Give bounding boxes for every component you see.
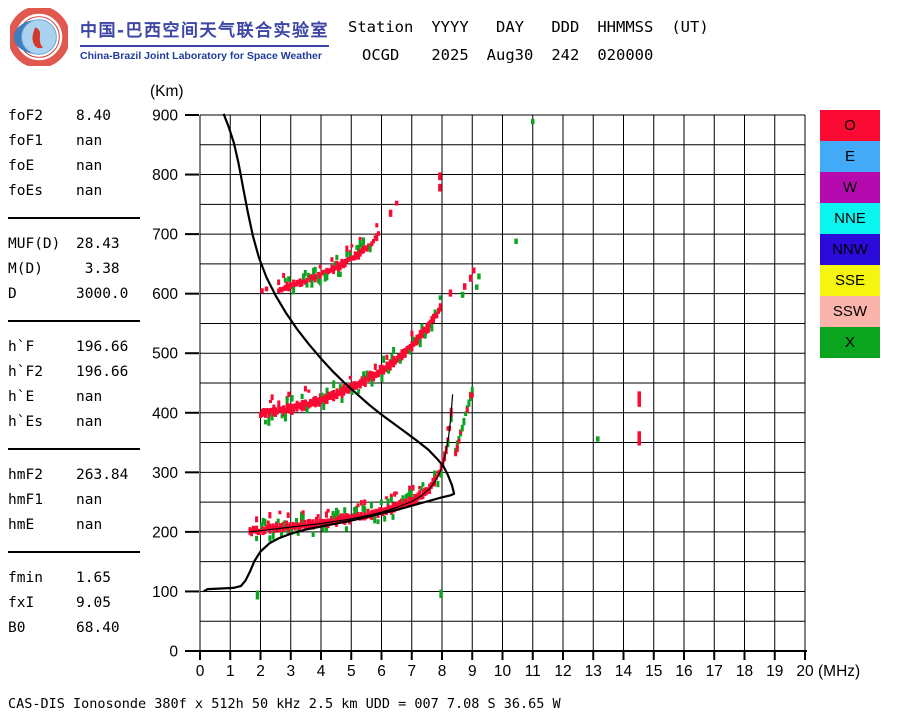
col-ddd: DDD	[551, 18, 580, 36]
station-info: Station YYYY DAY DDD HHMMSS (UT) OCGD 20…	[348, 18, 709, 64]
param-row-foes: foEs nan	[8, 183, 103, 199]
lab-title-zh: 中国-巴西空间天气联合实验室	[80, 21, 330, 41]
col-station: Station	[348, 18, 414, 36]
x-tick-label: 4	[317, 663, 326, 680]
legend-item-sse: SSE	[820, 265, 880, 296]
param-row-hmf1: hmF1 nan	[8, 492, 103, 508]
lab-title-en: China-Brazil Joint Laboratory for Space …	[80, 50, 322, 62]
param-row-fof1: foF1 nan	[8, 133, 103, 149]
x-tick-label: 7	[407, 663, 416, 680]
y-tick-label: 400	[152, 405, 178, 422]
sounder-settings-text: CAS-DIS Ionosonde 380f x 512h 50 kHz 2.5…	[8, 696, 561, 712]
y-tick-label: 700	[152, 227, 178, 244]
val-yyyy: 2025	[431, 46, 469, 64]
echo-band-F-trace-2hop-O	[259, 295, 442, 426]
param-group-muf: MUF(D) 28.43 M(D) 3.38 D 3000.0	[8, 217, 140, 320]
param-row-fof2: foF2 8.40	[8, 108, 111, 124]
col-ut: (UT)	[671, 18, 709, 36]
param-row-mufd: MUF(D) 28.43	[8, 236, 120, 252]
electron-density-profile	[203, 113, 456, 593]
x-tick-label: 12	[554, 663, 571, 680]
logo-divider	[80, 45, 330, 47]
echo-band-F-trace-1hop-X-branch	[454, 386, 474, 457]
x-tick-label: 2	[256, 663, 265, 680]
legend-item-nnw: NNW	[820, 234, 880, 265]
y-tick-label: 800	[152, 167, 178, 184]
x-tick-label: 5	[347, 663, 356, 680]
legend-item-x: X	[820, 327, 880, 358]
fitted-o-trace	[248, 394, 454, 533]
x-tick-label: 17	[706, 663, 723, 680]
val-hhmmss: 020000	[597, 46, 654, 64]
lab-emblem-icon	[10, 8, 68, 66]
col-day: DAY	[495, 18, 524, 36]
legend-item-nne: NNE	[820, 203, 880, 234]
val-day: Aug30	[486, 46, 534, 64]
isolated-o-echoes	[260, 172, 641, 446]
isolated-x-echoes	[255, 118, 600, 600]
x-tick-label: 15	[645, 663, 662, 680]
lab-logo: 中国-巴西空间天气联合实验室 China-Brazil Joint Labora…	[10, 8, 330, 66]
y-tick-label: 500	[152, 346, 178, 363]
param-row-hmf2: hmF2 263.84	[8, 467, 129, 483]
param-row-hme: hmE nan	[8, 517, 103, 533]
x-tick-label: 9	[468, 663, 477, 680]
echo-direction-legend: O E W NNE NNW SSE SSW X	[820, 110, 880, 358]
param-row-b0: B0 68.40	[8, 620, 120, 636]
axes: 0 1 2 3 4 5 6 7 8 9 10 11 12 13 14 15 16 17 18 19 20 (MHz)010…	[150, 83, 860, 680]
lab-titles: 中国-巴西空间天气联合实验室 China-Brazil Joint Labora…	[80, 8, 330, 62]
param-group-misc: fmin 1.65 fxI 9.05 B0 68.40	[8, 551, 140, 654]
val-ddd: 242	[551, 46, 580, 64]
param-row-d: D 3000.0	[8, 286, 129, 302]
x-tick-label: 10	[494, 663, 512, 680]
y-tick-label: 900	[152, 108, 178, 125]
legend-item-ssw: SSW	[820, 296, 880, 327]
param-row-hes: h`Es nan	[8, 414, 103, 430]
y-tick-label: 300	[152, 465, 178, 482]
param-row-fxi: fxI 9.05	[8, 595, 111, 611]
x-tick-label: 11	[525, 663, 541, 680]
x-tick-label: 1	[226, 663, 235, 680]
param-group-critical-frequencies: foF2 8.40 foF1 nan foE nan foEs nan	[8, 104, 140, 217]
param-row-he: h`E nan	[8, 389, 103, 405]
x-tick-label: 20	[796, 663, 814, 680]
x-tick-label: 8	[438, 663, 447, 680]
legend-item-o: O	[820, 110, 880, 141]
param-row-hf: h`F 196.66	[8, 339, 129, 355]
y-tick-label: 600	[152, 286, 178, 303]
x-tick-label: 19	[766, 663, 783, 680]
param-group-virtual-heights: h`F 196.66 h`F2 196.66 h`E nan h`Es nan	[8, 320, 140, 448]
x-tick-label: 6	[377, 663, 386, 680]
y-tick-label: 200	[152, 524, 178, 541]
y-axis-unit-label: (Km)	[150, 83, 184, 100]
param-row-fmin: fmin 1.65	[8, 570, 111, 586]
param-row-hf2: h`F2 196.66	[8, 364, 129, 380]
ionogram-parameters-panel: foF2 8.40 foF1 nan foE nan foEs nan MUF(D) 28…	[8, 104, 140, 654]
x-axis-unit-label: (MHz)	[818, 663, 860, 680]
x-tick-label: 3	[286, 663, 295, 680]
grid	[199, 114, 806, 652]
col-hhmmss: HHMMSS	[597, 18, 654, 36]
legend-item-w: W	[820, 172, 880, 203]
x-tick-label: 16	[675, 663, 692, 680]
param-group-peak-heights: hmF2 263.84 hmF1 nan hmE nan	[8, 448, 140, 551]
param-row-foe: foE nan	[8, 158, 103, 174]
x-tick-label: 13	[585, 663, 602, 680]
val-station: OCGD	[362, 46, 400, 64]
y-tick-label: 0	[169, 644, 178, 661]
x-tick-label: 0	[196, 663, 205, 680]
x-tick-label: 14	[615, 663, 633, 680]
param-row-md: M(D) 3.38	[8, 261, 120, 277]
echo-band-upper-multiple-trace	[277, 223, 380, 295]
x-tick-label: 18	[736, 663, 753, 680]
y-tick-label: 100	[152, 584, 178, 601]
col-yyyy: YYYY	[431, 18, 469, 36]
legend-item-e: E	[820, 141, 880, 172]
